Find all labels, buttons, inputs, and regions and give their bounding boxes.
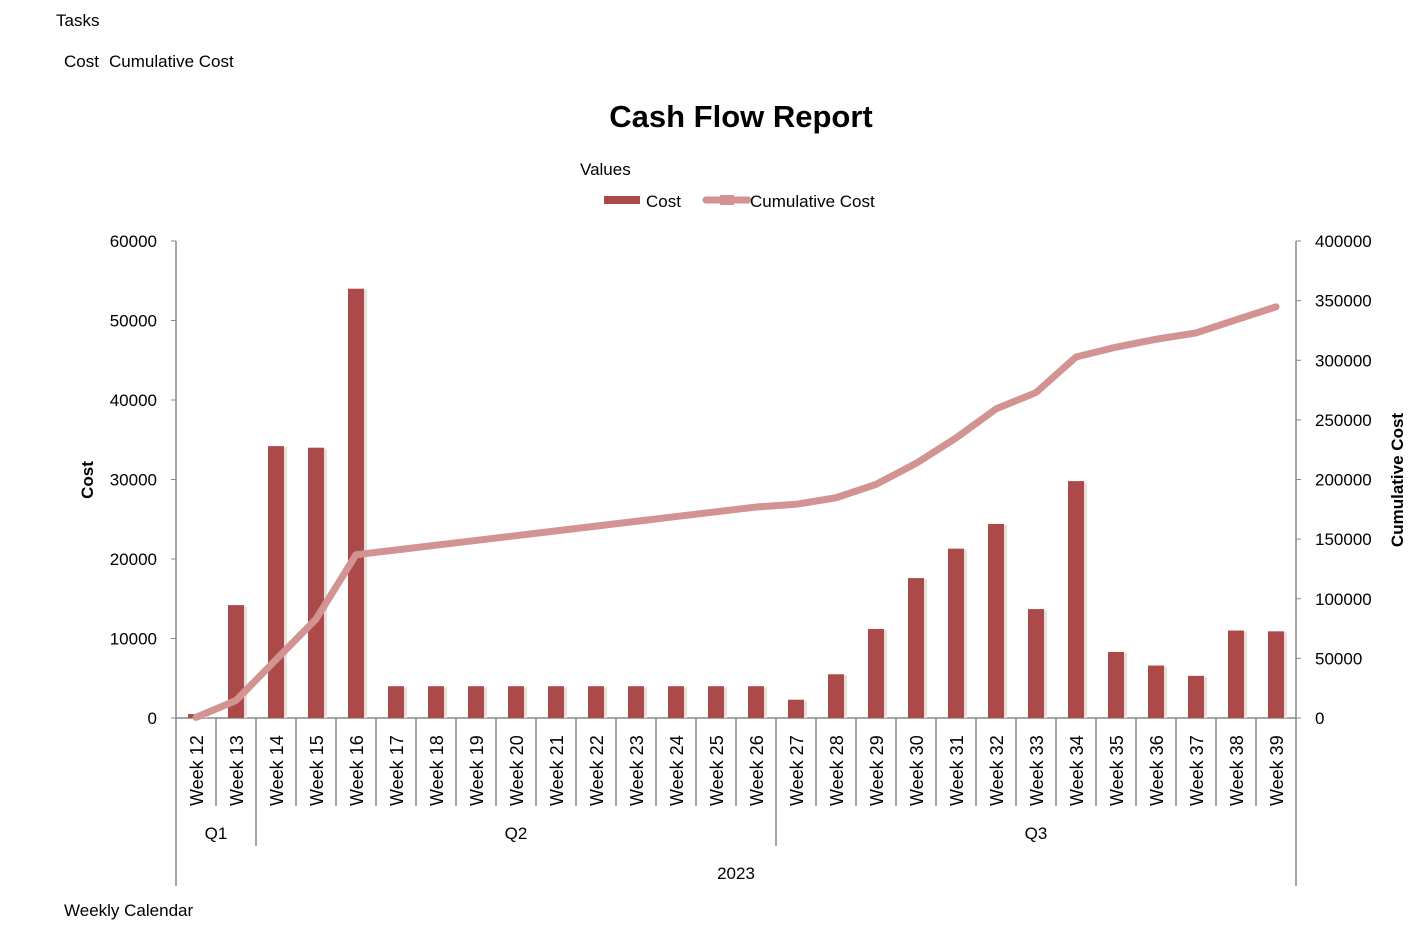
cost-bar — [428, 686, 444, 718]
legend-cost-label: Cost — [646, 192, 681, 211]
x-tick-label: Week 39 — [1267, 735, 1287, 806]
y2-tick-label: 300000 — [1315, 351, 1372, 370]
year-label: 2023 — [717, 864, 755, 883]
y-tick-label: 30000 — [110, 471, 157, 490]
quarter-label: Q3 — [1025, 824, 1048, 843]
x-tick-label: Week 14 — [267, 735, 287, 806]
x-tick-label: Week 37 — [1187, 735, 1207, 806]
y2-tick-label: 100000 — [1315, 590, 1372, 609]
cost-bar — [388, 686, 404, 718]
x-tick-label: Week 26 — [747, 735, 767, 806]
cost-bar — [348, 288, 364, 718]
x-tick-label: Week 31 — [947, 735, 967, 806]
tasks-filter-label[interactable]: Tasks — [56, 11, 100, 30]
cost-bar — [748, 686, 764, 718]
x-tick-label: Week 24 — [667, 735, 687, 806]
y2-tick-label: 150000 — [1315, 530, 1372, 549]
x-tick-label: Week 38 — [1227, 735, 1247, 806]
cost-bar — [788, 699, 804, 718]
x-tick-label: Week 19 — [467, 735, 487, 806]
y2-tick-label: 200000 — [1315, 471, 1372, 490]
values-field-cost[interactable]: Cost — [64, 52, 99, 71]
x-tick-label: Week 16 — [347, 735, 367, 806]
y-tick-label: 20000 — [110, 550, 157, 569]
legend-cost-swatch — [604, 196, 640, 204]
cost-bar — [468, 686, 484, 718]
cost-bar — [668, 686, 684, 718]
cost-bar — [1028, 609, 1044, 718]
x-tick-label: Week 17 — [387, 735, 407, 806]
x-tick-label: Week 32 — [987, 735, 1007, 806]
cost-bar — [1188, 675, 1204, 718]
cost-bar — [708, 686, 724, 718]
y-axis-title: Cost — [78, 461, 97, 499]
y2-tick-label: 350000 — [1315, 292, 1372, 311]
legend-cumulative-label: Cumulative Cost — [750, 192, 875, 211]
x-tick-label: Week 30 — [907, 735, 927, 806]
quarter-label: Q2 — [505, 824, 528, 843]
cost-bar — [1108, 652, 1124, 718]
x-tick-label: Week 27 — [787, 735, 807, 806]
x-tick-label: Week 29 — [867, 735, 887, 806]
x-tick-label: Week 18 — [427, 735, 447, 806]
cost-bar — [1268, 631, 1284, 718]
y-tick-label: 10000 — [110, 630, 157, 649]
x-tick-label: Week 13 — [227, 735, 247, 806]
y2-tick-label: 0 — [1315, 709, 1324, 728]
cost-bar — [1148, 665, 1164, 718]
y-tick-label: 50000 — [110, 312, 157, 331]
y2-tick-label: 400000 — [1315, 232, 1372, 251]
cost-bar — [988, 524, 1004, 718]
cost-bar — [828, 674, 844, 718]
x-tick-label: Week 12 — [187, 735, 207, 806]
cost-bar — [548, 686, 564, 718]
quarter-label: Q1 — [205, 824, 228, 843]
x-tick-label: Week 15 — [307, 735, 327, 806]
cost-bar — [628, 686, 644, 718]
y-tick-label: 40000 — [110, 391, 157, 410]
x-tick-label: Week 23 — [627, 735, 647, 806]
y2-tick-label: 250000 — [1315, 411, 1372, 430]
y-tick-label: 0 — [148, 709, 157, 728]
x-tick-label: Week 22 — [587, 735, 607, 806]
values-field-cumulative-cost[interactable]: Cumulative Cost — [109, 52, 234, 71]
x-tick-label: Week 33 — [1027, 735, 1047, 806]
cost-bar — [588, 686, 604, 718]
x-tick-label: Week 28 — [827, 735, 847, 806]
cost-bar — [268, 446, 284, 718]
cost-bar — [308, 447, 324, 718]
y2-tick-label: 50000 — [1315, 649, 1362, 668]
cost-bar — [1068, 481, 1084, 718]
x-tick-label: Week 25 — [707, 735, 727, 806]
axis-field-weekly-calendar[interactable]: Weekly Calendar — [64, 901, 194, 920]
cost-bar — [228, 605, 244, 718]
x-tick-label: Week 35 — [1107, 735, 1127, 806]
x-tick-label: Week 21 — [547, 735, 567, 806]
cost-bar — [948, 548, 964, 718]
legend-title: Values — [580, 160, 631, 179]
cost-bar — [908, 578, 924, 718]
x-tick-label: Week 36 — [1147, 735, 1167, 806]
cost-bar — [508, 686, 524, 718]
y2-axis-title: Cumulative Cost — [1388, 413, 1407, 547]
legend-cumulative-swatch — [702, 195, 752, 205]
chart-title: Cash Flow Report — [609, 99, 873, 134]
x-tick-label: Week 34 — [1067, 735, 1087, 806]
cumulative-cost-line — [192, 303, 1280, 721]
x-tick-label: Week 20 — [507, 735, 527, 806]
y-tick-label: 60000 — [110, 232, 157, 251]
cost-bar — [1228, 630, 1244, 718]
cost-bar — [868, 628, 884, 718]
